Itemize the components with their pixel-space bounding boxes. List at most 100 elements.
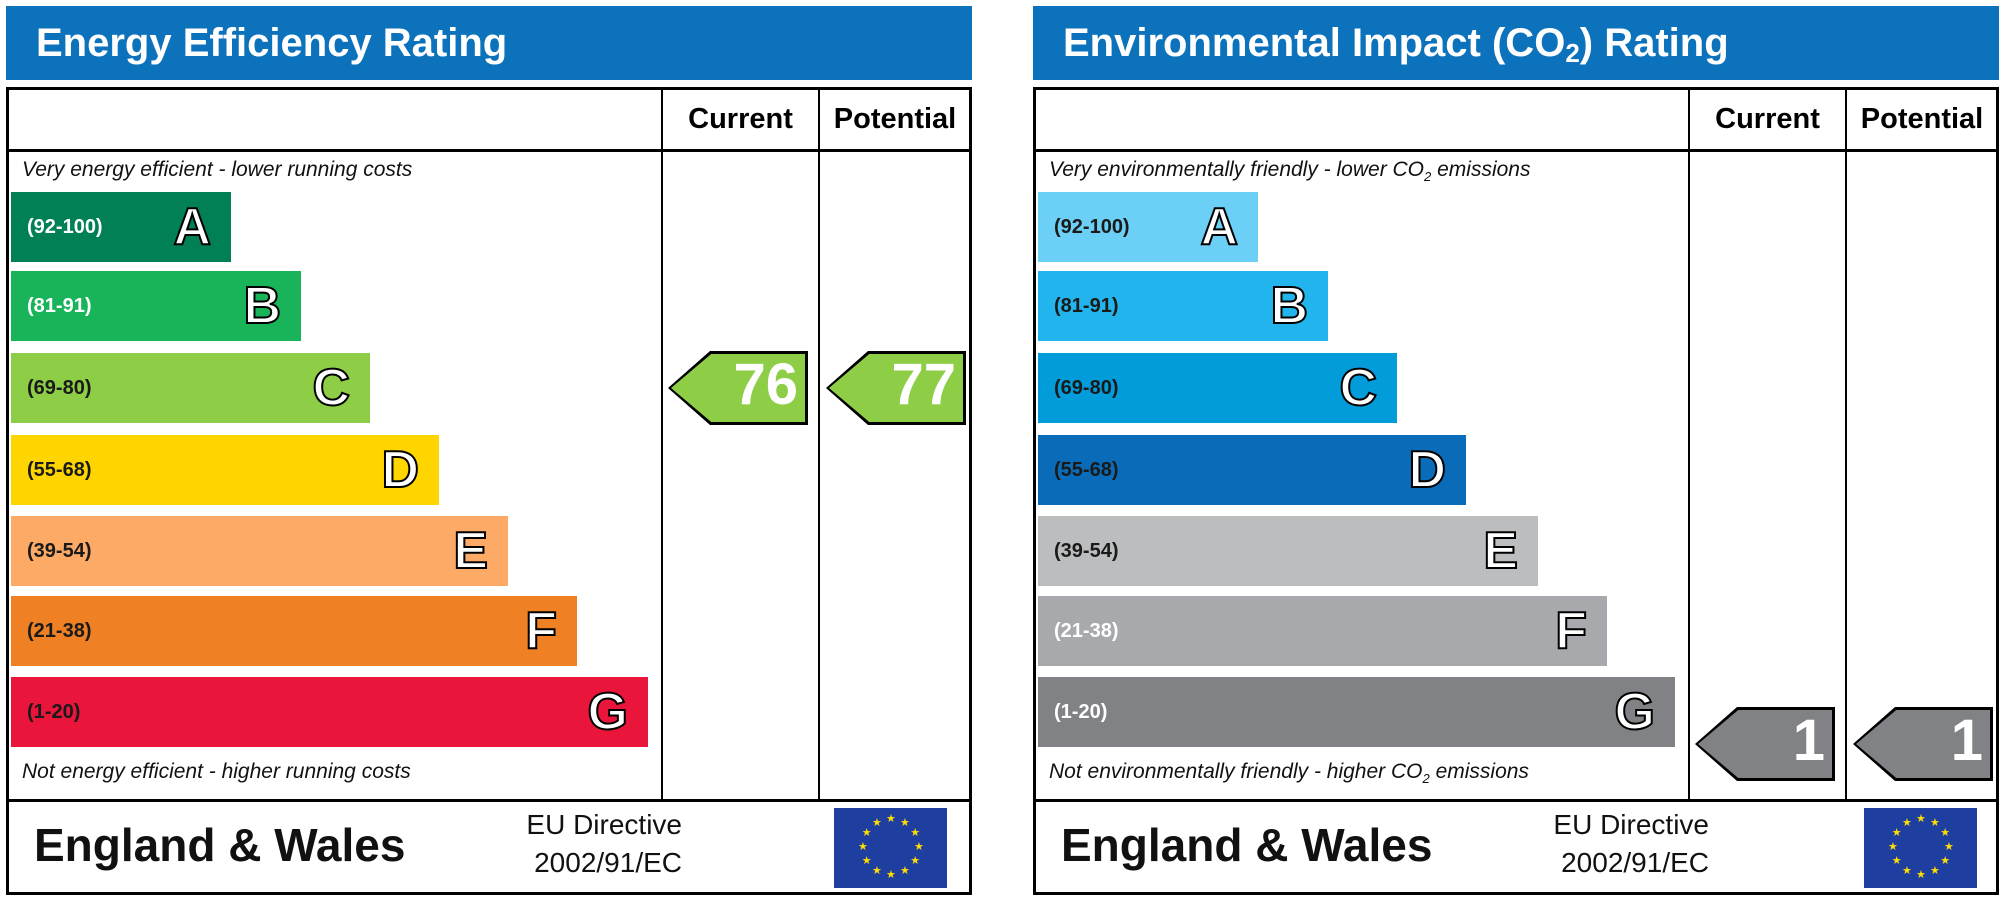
star-icon: ★ xyxy=(1902,865,1912,878)
star-icon: ★ xyxy=(1891,827,1902,839)
column-header-current: Current xyxy=(688,103,793,135)
column-header-current: Current xyxy=(1715,103,1820,135)
star-icon: ★ xyxy=(886,813,896,825)
panel-title: Environmental Impact (CO2) Rating xyxy=(1033,6,1999,80)
star-icon: ★ xyxy=(1888,841,1898,853)
title-subscript: 2 xyxy=(1565,38,1580,68)
band-letter: F xyxy=(1554,601,1588,661)
rating-band-a: (92-100) A xyxy=(11,192,231,262)
band-letter: B xyxy=(1269,276,1309,336)
band-letter: E xyxy=(452,521,489,581)
band-range: (21-38) xyxy=(1054,620,1119,642)
potential-rating-value: 1 xyxy=(1950,708,1983,773)
band-range: (69-80) xyxy=(1054,377,1119,399)
region-label: England & Wales xyxy=(1061,819,1433,871)
star-icon: ★ xyxy=(914,841,924,853)
star-icon: ★ xyxy=(910,827,921,839)
potential-column-divider xyxy=(1845,87,1847,800)
current-rating-value: 76 xyxy=(733,352,798,417)
star-icon: ★ xyxy=(1940,855,1951,867)
panel-title: Energy Efficiency Rating xyxy=(6,6,972,80)
rating-band-d: (55-68) D xyxy=(1038,435,1466,505)
eu-flag-icon: ★ ★ ★ ★ ★ ★ ★ ★ ★ ★ ★ ★ xyxy=(1864,808,1977,888)
star-icon: ★ xyxy=(1891,855,1902,867)
current-rating-value: 1 xyxy=(1792,708,1825,773)
band-range: (55-68) xyxy=(27,459,92,481)
band-letter: A xyxy=(172,197,212,257)
band-range: (39-54) xyxy=(1054,540,1119,562)
band-letter: D xyxy=(380,440,420,500)
band-range: (21-38) xyxy=(27,620,92,642)
region-label: England & Wales xyxy=(34,819,406,871)
note-text: Not energy efficient - higher running co… xyxy=(22,760,411,783)
star-icon: ★ xyxy=(900,816,910,829)
band-range: (1-20) xyxy=(1054,701,1108,723)
rating-band-f: (21-38) F xyxy=(11,596,577,666)
rating-band-c: (69-80) C xyxy=(1038,353,1397,423)
band-letter: G xyxy=(587,682,629,742)
band-letter: G xyxy=(1614,682,1656,742)
band-range: (39-54) xyxy=(27,540,92,562)
note-text: Very environmentally friendly - lower CO xyxy=(1049,158,1425,181)
rating-table-border xyxy=(6,87,972,895)
note-text: Not environmentally friendly - higher CO xyxy=(1049,760,1423,783)
rating-table-border xyxy=(1033,87,1999,895)
note-subscript: 2 xyxy=(1424,169,1432,185)
rating-band-e: (39-54) E xyxy=(1038,516,1538,586)
band-letter: C xyxy=(311,358,351,418)
star-icon: ★ xyxy=(1930,816,1940,829)
band-letter: C xyxy=(1338,358,1378,418)
star-icon: ★ xyxy=(872,816,882,829)
environmental-impact-panel: Environmental Impact (CO2) Rating Current… xyxy=(1033,0,1999,897)
title-text: Energy Efficiency Rating xyxy=(36,21,508,65)
rating-band-c: (69-80) C xyxy=(11,353,370,423)
header-divider xyxy=(6,149,972,152)
star-icon: ★ xyxy=(861,855,872,867)
star-icon: ★ xyxy=(886,869,896,881)
note-text: emissions xyxy=(1429,760,1529,783)
bottom-note: Not environmentally friendly - higher CO… xyxy=(1049,760,1529,786)
band-range: (92-100) xyxy=(1054,216,1130,238)
star-icon: ★ xyxy=(858,841,868,853)
potential-rating-value: 77 xyxy=(891,352,956,417)
rating-band-b: (81-91) B xyxy=(11,271,301,341)
star-icon: ★ xyxy=(1902,816,1912,829)
band-range: (92-100) xyxy=(27,216,103,238)
band-letter: B xyxy=(242,276,282,336)
star-icon: ★ xyxy=(872,865,882,878)
band-range: (1-20) xyxy=(27,701,81,723)
energy-efficiency-panel: Energy Efficiency Rating Current Potential… xyxy=(6,0,972,897)
star-icon: ★ xyxy=(1944,841,1954,853)
band-letter: E xyxy=(1482,521,1519,581)
top-note: Very environmentally friendly - lower CO… xyxy=(1049,158,1530,184)
note-text: Very energy efficient - lower running co… xyxy=(22,158,413,181)
band-range: (55-68) xyxy=(1054,459,1119,481)
note-subscript: 2 xyxy=(1422,771,1430,787)
bottom-note: Not energy efficient - higher running co… xyxy=(22,760,411,784)
band-range: (81-91) xyxy=(27,295,92,317)
footer-divider xyxy=(6,799,972,802)
rating-band-f: (21-38) F xyxy=(1038,596,1607,666)
rating-band-g: (1-20) G xyxy=(1038,677,1675,747)
title-text: ) Rating xyxy=(1579,21,1729,65)
footer-divider xyxy=(1033,799,1999,802)
rating-band-b: (81-91) B xyxy=(1038,271,1328,341)
directive-line: EU Directive xyxy=(1553,809,1709,840)
directive-line: 2002/91/EC xyxy=(1561,847,1709,878)
current-column-divider xyxy=(661,87,663,800)
directive-line: 2002/91/EC xyxy=(534,847,682,878)
column-header-potential: Potential xyxy=(833,103,957,135)
star-icon: ★ xyxy=(910,855,921,867)
potential-column-divider xyxy=(818,87,820,800)
top-note: Very energy efficient - lower running co… xyxy=(22,158,412,182)
note-text: emissions xyxy=(1431,158,1531,181)
star-icon: ★ xyxy=(900,865,910,878)
column-header-potential: Potential xyxy=(1860,103,1984,135)
header-divider xyxy=(1033,149,1999,152)
star-icon: ★ xyxy=(1930,865,1940,878)
star-icon: ★ xyxy=(1916,869,1926,881)
band-letter: D xyxy=(1407,440,1447,500)
band-range: (69-80) xyxy=(27,377,92,399)
star-icon: ★ xyxy=(1940,827,1951,839)
current-column-divider xyxy=(1688,87,1690,800)
